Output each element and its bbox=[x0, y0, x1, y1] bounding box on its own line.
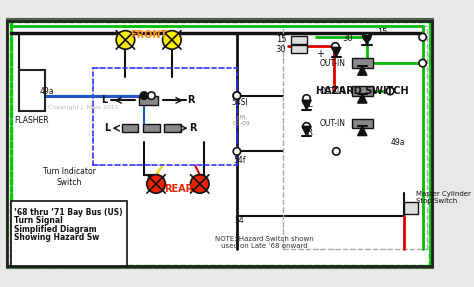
Text: R: R bbox=[187, 95, 194, 105]
Text: OUT-IN: OUT-IN bbox=[319, 59, 346, 68]
Text: NOTE: Hazard Switch shown
used on Late ’68 onward: NOTE: Hazard Switch shown used on Late ’… bbox=[215, 236, 314, 249]
Bar bbox=[143, 124, 160, 132]
Bar bbox=[352, 59, 373, 68]
Polygon shape bbox=[302, 100, 311, 110]
Text: 15: 15 bbox=[377, 28, 388, 37]
Text: +: + bbox=[316, 49, 324, 59]
Text: 54: 54 bbox=[235, 216, 245, 225]
Text: R: R bbox=[190, 123, 197, 133]
Circle shape bbox=[363, 33, 371, 41]
Text: Showing Hazard Sw: Showing Hazard Sw bbox=[14, 233, 99, 242]
Bar bbox=[291, 36, 308, 44]
Circle shape bbox=[191, 174, 209, 193]
Text: Copyright J. Mais 2011: Copyright J. Mais 2011 bbox=[48, 105, 119, 110]
Text: L: L bbox=[104, 123, 110, 133]
Bar bbox=[18, 70, 45, 111]
Text: 30: 30 bbox=[342, 34, 353, 43]
Circle shape bbox=[116, 31, 135, 49]
Polygon shape bbox=[362, 35, 372, 44]
Text: HAZARD SWITCH: HAZARD SWITCH bbox=[316, 86, 409, 96]
Polygon shape bbox=[358, 94, 367, 103]
Circle shape bbox=[147, 174, 165, 193]
Text: FLASHER: FLASHER bbox=[14, 116, 49, 125]
Text: REAR: REAR bbox=[164, 184, 193, 193]
Circle shape bbox=[233, 92, 241, 99]
Circle shape bbox=[303, 95, 310, 102]
Circle shape bbox=[303, 123, 310, 130]
Text: 54f: 54f bbox=[233, 156, 246, 165]
Bar bbox=[291, 46, 308, 53]
Text: ’68 thru ’71 Bay Bus (US): ’68 thru ’71 Bay Bus (US) bbox=[14, 208, 123, 217]
Text: Simplified Diagram: Simplified Diagram bbox=[14, 225, 97, 234]
Text: Turn Indicator
Switch: Turn Indicator Switch bbox=[43, 167, 96, 187]
Text: L: L bbox=[101, 95, 107, 105]
Bar bbox=[164, 124, 181, 132]
Text: J.M.
01-09: J.M. 01-09 bbox=[233, 115, 250, 126]
Bar bbox=[352, 86, 373, 96]
Polygon shape bbox=[302, 126, 311, 135]
Bar bbox=[122, 124, 138, 132]
Circle shape bbox=[140, 92, 148, 99]
Polygon shape bbox=[358, 126, 367, 135]
Polygon shape bbox=[332, 47, 341, 57]
Circle shape bbox=[148, 92, 155, 99]
Text: Turn Signal: Turn Signal bbox=[14, 216, 63, 225]
Circle shape bbox=[333, 148, 340, 155]
Polygon shape bbox=[358, 66, 367, 75]
Circle shape bbox=[419, 59, 427, 67]
Bar bbox=[352, 119, 373, 128]
Text: 54SI: 54SI bbox=[231, 98, 248, 107]
Text: Master Cylinder
Stop Switch: Master Cylinder Stop Switch bbox=[416, 191, 471, 204]
Text: 49a: 49a bbox=[390, 137, 405, 147]
Bar bbox=[139, 96, 158, 105]
Text: L: L bbox=[307, 100, 312, 109]
Circle shape bbox=[233, 148, 241, 155]
Text: 15: 15 bbox=[275, 35, 286, 44]
Circle shape bbox=[419, 33, 427, 41]
Text: R: R bbox=[306, 128, 312, 137]
Bar bbox=[404, 203, 418, 214]
Circle shape bbox=[163, 31, 181, 49]
Text: FRONT: FRONT bbox=[130, 30, 167, 40]
Circle shape bbox=[233, 92, 241, 99]
Circle shape bbox=[386, 87, 394, 95]
Text: 30: 30 bbox=[275, 45, 286, 54]
Circle shape bbox=[332, 43, 339, 50]
Text: 49a: 49a bbox=[39, 87, 54, 96]
Bar bbox=[11, 201, 127, 266]
Text: OUT-IN: OUT-IN bbox=[319, 86, 346, 96]
Text: OUT-IN: OUT-IN bbox=[319, 119, 346, 128]
